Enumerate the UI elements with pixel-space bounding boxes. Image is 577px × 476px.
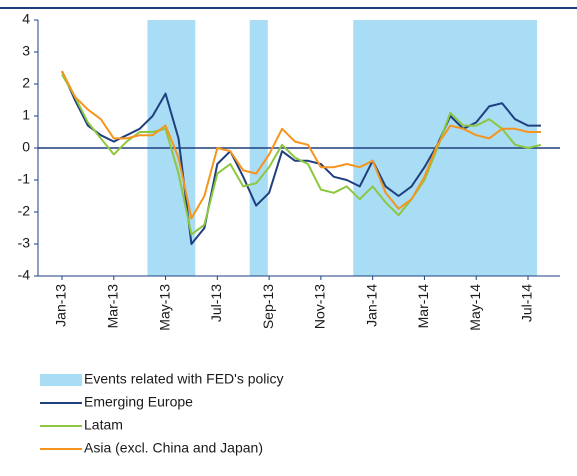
series-line	[61, 73, 542, 236]
y-tick-label: -2	[18, 203, 31, 219]
x-tick-label: Mar-13	[104, 284, 120, 329]
x-tick-label: Jul-13	[208, 284, 224, 322]
legend-swatch	[40, 374, 82, 386]
legend-label: Emerging Europe	[84, 394, 193, 410]
x-tick-label: Sep-13	[260, 284, 276, 329]
x-tick-label: May-13	[156, 284, 172, 331]
y-tick-label: 3	[22, 43, 30, 59]
y-tick-label: 2	[22, 75, 30, 91]
legend-label: Latam	[84, 417, 123, 433]
x-tick-label: Jan-14	[363, 284, 379, 327]
x-tick-label: Nov-13	[312, 284, 328, 329]
legend-label: Asia (excl. China and Japan)	[84, 440, 263, 456]
y-tick-label: -1	[18, 171, 31, 187]
y-tick-label: 4	[22, 11, 30, 27]
y-tick-label: -4	[18, 267, 31, 283]
x-tick-label: Jan-13	[53, 284, 69, 327]
y-tick-label: 1	[22, 107, 30, 123]
x-tick-label: Jul-14	[519, 284, 535, 322]
x-tick-label: May-14	[467, 284, 483, 331]
legend-label: Events related with FED's policy	[84, 371, 284, 387]
y-tick-label: 0	[22, 139, 30, 155]
y-tick-label: -3	[18, 235, 31, 251]
series-line	[61, 70, 541, 220]
x-tick-label: Mar-14	[415, 284, 431, 329]
